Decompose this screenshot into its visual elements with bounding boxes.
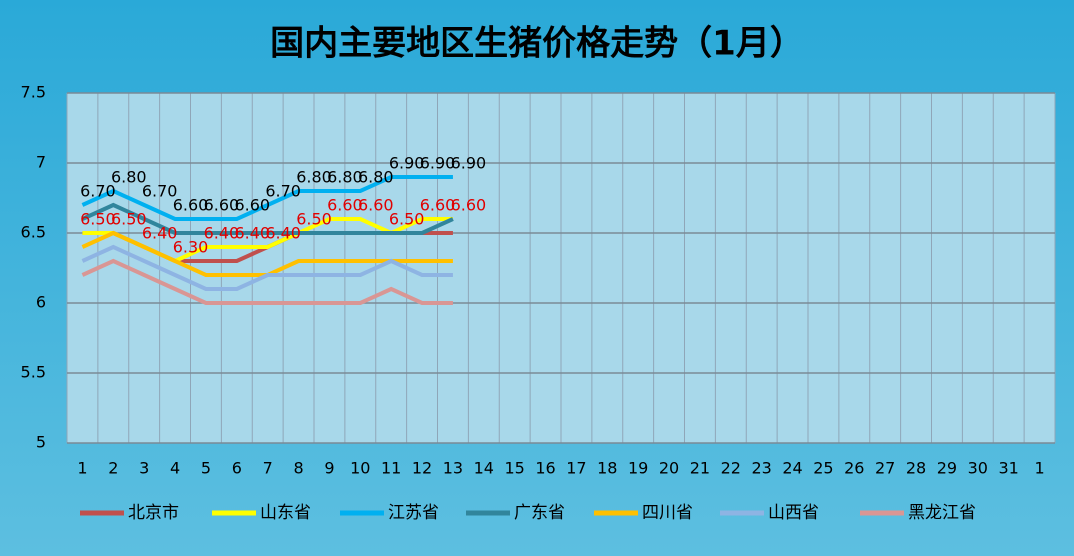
- data-label: 6.60: [451, 196, 487, 215]
- x-tick-label: 12: [412, 459, 432, 478]
- data-label: 6.70: [80, 182, 116, 201]
- x-tick-label: 24: [782, 459, 802, 478]
- legend-label: 四川省: [642, 503, 693, 523]
- data-label: 6.50: [389, 210, 425, 229]
- x-tick-label: 16: [535, 459, 555, 478]
- data-label: 6.80: [111, 168, 147, 187]
- data-label: 6.40: [265, 224, 301, 243]
- y-tick-label: 5: [36, 433, 46, 452]
- data-label: 6.60: [173, 196, 209, 215]
- x-tick-label: 28: [906, 459, 926, 478]
- chart-title: 国内主要地区生猪价格走势（1月）: [270, 24, 804, 64]
- y-tick-label: 5.5: [21, 363, 46, 382]
- x-tick-label: 11: [381, 459, 401, 478]
- legend-label: 北京市: [128, 503, 179, 523]
- data-label: 6.80: [327, 168, 363, 187]
- x-tick-label: 3: [139, 459, 149, 478]
- data-label: 6.40: [204, 224, 240, 243]
- data-label: 6.40: [234, 224, 270, 243]
- x-tick-label: 8: [293, 459, 303, 478]
- x-tick-label: 13: [443, 459, 463, 478]
- data-label: 6.90: [451, 154, 487, 173]
- series-line: [81, 244, 453, 291]
- x-tick-label: 31: [999, 459, 1019, 478]
- data-label: 6.50: [296, 210, 332, 229]
- x-tick-label: 21: [690, 459, 710, 478]
- x-tick-label: 19: [628, 459, 648, 478]
- x-tick-label: 7: [263, 459, 273, 478]
- data-label: 6.50: [80, 210, 116, 229]
- x-tick-label: 15: [505, 459, 525, 478]
- x-tick-label: 14: [474, 459, 494, 478]
- x-tick-label: 1: [77, 459, 87, 478]
- data-label: 6.60: [327, 196, 363, 215]
- data-label: 6.60: [204, 196, 240, 215]
- x-tick-label: 10: [350, 459, 370, 478]
- legend-label: 山东省: [260, 503, 311, 523]
- data-label: 6.70: [265, 182, 301, 201]
- y-tick-label: 7.5: [21, 83, 46, 102]
- legend-label: 山西省: [768, 503, 819, 523]
- x-tick-label: 5: [201, 459, 211, 478]
- data-label: 6.50: [111, 210, 147, 229]
- y-tick-label: 7: [36, 153, 46, 172]
- y-tick-label: 6: [36, 293, 46, 312]
- data-label: 6.70: [142, 182, 178, 201]
- y-tick-label: 6.5: [21, 223, 46, 242]
- series-line: [81, 175, 453, 221]
- x-tick-label: 23: [752, 459, 772, 478]
- x-tick-label: 9: [324, 459, 334, 478]
- x-tick-label: 26: [844, 459, 864, 478]
- x-tick-label: 29: [937, 459, 957, 478]
- data-label: 6.90: [420, 154, 456, 173]
- data-label: 6.80: [296, 168, 332, 187]
- x-tick-label: 4: [170, 459, 180, 478]
- x-tick-label: 2: [108, 459, 118, 478]
- x-tick-label: 20: [659, 459, 679, 478]
- x-tick-label: 27: [875, 459, 895, 478]
- x-tick-label: 17: [566, 459, 586, 478]
- series-line: [81, 258, 453, 305]
- x-tick-label: 18: [597, 459, 617, 478]
- series-line: [81, 202, 454, 235]
- legend-label: 黑龙江省: [908, 503, 976, 523]
- x-tick-label: 30: [968, 459, 988, 478]
- data-label: 6.60: [234, 196, 270, 215]
- data-label: 6.30: [173, 238, 209, 257]
- x-tick-label: 6: [232, 459, 242, 478]
- data-label: 6.90: [389, 154, 425, 173]
- data-label: 6.80: [358, 168, 394, 187]
- data-label: 6.60: [420, 196, 456, 215]
- data-label: 6.60: [358, 196, 394, 215]
- x-tick-label: 1: [1034, 459, 1044, 478]
- x-tick-label: 25: [813, 459, 833, 478]
- legend-label: 广东省: [514, 503, 565, 523]
- legend-label: 江苏省: [388, 503, 439, 523]
- data-label: 6.40: [142, 224, 178, 243]
- x-tick-label: 22: [721, 459, 741, 478]
